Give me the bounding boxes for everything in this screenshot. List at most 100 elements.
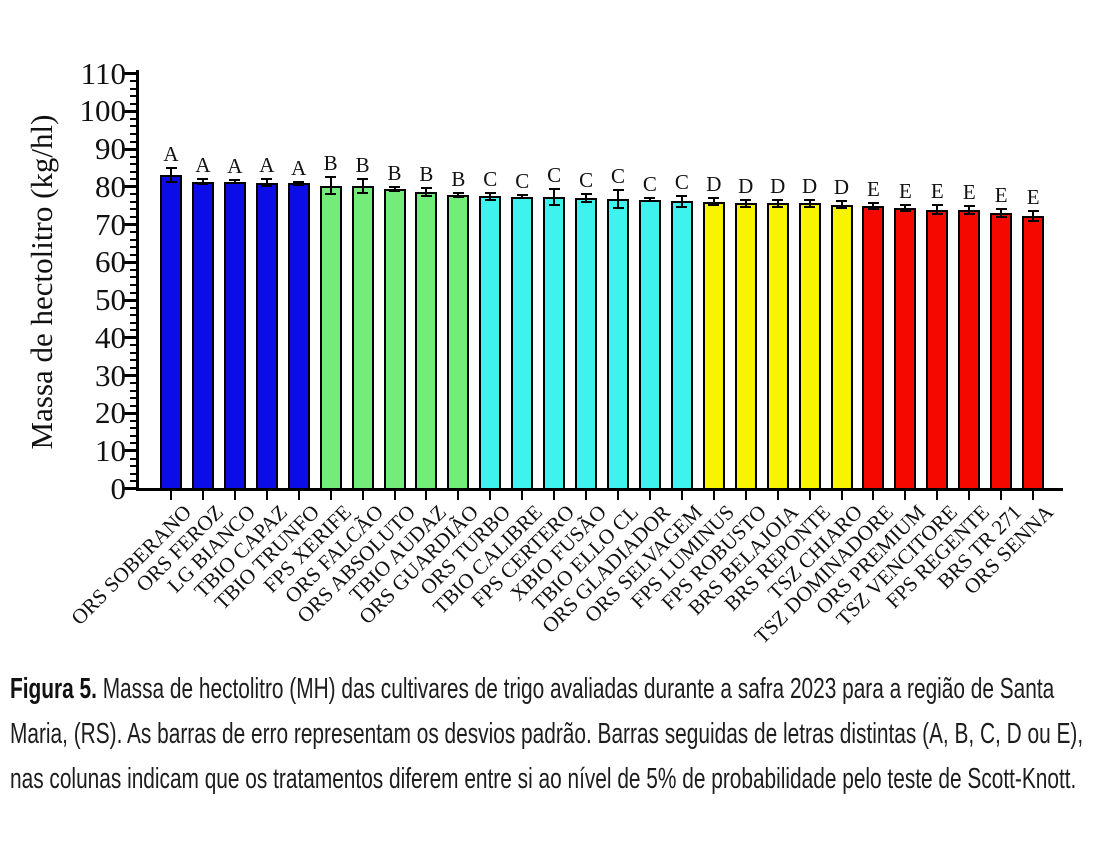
figure-caption: Figura 5. Massa de hectolitro (MH) das c… bbox=[10, 667, 1100, 802]
y-axis-tick-label: 90 bbox=[95, 131, 126, 167]
error-bar-line bbox=[297, 181, 300, 185]
error-bar-cap-top bbox=[261, 177, 273, 180]
error-bar-cap-top bbox=[484, 191, 496, 194]
scott-knott-letter: D bbox=[770, 173, 786, 198]
error-bar-cap-bottom bbox=[484, 199, 496, 202]
error-bar-line bbox=[585, 193, 588, 202]
bar bbox=[223, 181, 246, 490]
error-bar-cap-top bbox=[708, 196, 720, 199]
error-bar-cap-top bbox=[452, 191, 464, 194]
y-axis-minor-tick bbox=[130, 238, 137, 241]
y-axis-major-tick bbox=[124, 260, 137, 264]
error-bar-line bbox=[425, 188, 428, 196]
error-bar-line bbox=[840, 200, 843, 209]
bar-chart: Massa de hectolitro (kg/hl) 0 10 20 30 40 50 6… bbox=[24, 56, 1063, 649]
scott-knott-letter: C bbox=[611, 164, 626, 189]
y-axis-minor-tick bbox=[130, 321, 137, 324]
y-axis-minor-tick bbox=[130, 125, 137, 128]
scott-knott-letter: A bbox=[291, 155, 307, 180]
scott-knott-letter: E bbox=[994, 183, 1008, 208]
error-bar-line bbox=[808, 199, 811, 208]
error-bar-line bbox=[936, 205, 939, 215]
error-bar-cap-bottom bbox=[420, 194, 432, 197]
y-axis-minor-tick bbox=[130, 359, 137, 362]
error-bar-line bbox=[1032, 211, 1035, 221]
x-axis-tick bbox=[1032, 491, 1035, 500]
bar bbox=[607, 198, 630, 490]
error-bar-cap-top bbox=[1027, 210, 1039, 212]
bar bbox=[287, 183, 310, 490]
y-axis-major-tick bbox=[124, 72, 137, 76]
error-bar-cap-bottom bbox=[293, 183, 305, 186]
y-axis-major-tick bbox=[124, 336, 137, 340]
bar bbox=[575, 197, 598, 490]
bar bbox=[926, 209, 949, 490]
y-axis-minor-tick bbox=[130, 140, 137, 143]
bar bbox=[670, 201, 693, 490]
y-axis-minor-tick bbox=[130, 170, 137, 173]
error-bar-cap-top bbox=[740, 198, 752, 201]
error-bar-cap-top bbox=[899, 204, 911, 207]
scott-knott-letter: B bbox=[387, 161, 402, 186]
y-axis-line bbox=[136, 70, 139, 491]
x-axis-tick bbox=[329, 491, 332, 500]
error-bar-cap-bottom bbox=[325, 193, 337, 196]
error-bar-cap-bottom bbox=[261, 185, 273, 188]
bar bbox=[638, 199, 661, 490]
x-axis-tick bbox=[680, 491, 683, 500]
x-axis-tick bbox=[265, 491, 268, 500]
y-axis-minor-tick bbox=[130, 87, 137, 90]
error-bar-line bbox=[265, 178, 268, 187]
bar bbox=[990, 213, 1013, 490]
x-axis-tick bbox=[872, 491, 875, 500]
error-bar-cap-top bbox=[389, 186, 400, 189]
error-bar-line bbox=[329, 177, 332, 195]
x-axis-tick bbox=[585, 491, 588, 500]
scott-knott-letter: E bbox=[867, 177, 880, 202]
error-bar-cap-top bbox=[357, 178, 369, 181]
x-axis-tick bbox=[425, 491, 428, 500]
error-bar-cap-bottom bbox=[197, 182, 209, 185]
error-bar-line bbox=[201, 179, 204, 184]
scott-knott-letter: E bbox=[930, 179, 944, 204]
y-axis-major-tick bbox=[124, 487, 137, 491]
y-axis-major-tick bbox=[124, 374, 137, 377]
error-bar-line bbox=[489, 192, 492, 201]
bar bbox=[479, 196, 502, 490]
y-axis-tick-label: 0 bbox=[110, 470, 127, 506]
error-bar-cap-top bbox=[644, 197, 656, 200]
scott-knott-letter: D bbox=[833, 174, 850, 199]
error-bar-cap-top bbox=[516, 194, 528, 197]
y-axis-minor-tick bbox=[130, 200, 137, 203]
error-bar-cap-bottom bbox=[516, 197, 528, 200]
bar bbox=[383, 189, 406, 490]
error-bar-line bbox=[680, 195, 683, 207]
error-bar-cap-bottom bbox=[389, 190, 400, 192]
y-axis-minor-tick bbox=[130, 208, 137, 211]
y-axis-major-tick bbox=[124, 449, 137, 453]
scott-knott-letter: A bbox=[195, 153, 211, 178]
scott-knott-letter: B bbox=[323, 151, 338, 176]
y-axis-minor-tick bbox=[130, 397, 137, 400]
bar bbox=[415, 192, 438, 490]
scott-knott-letter: C bbox=[547, 162, 562, 187]
y-axis-minor-tick bbox=[130, 382, 137, 385]
y-axis-minor-tick bbox=[130, 434, 137, 437]
error-bar-line bbox=[393, 187, 396, 191]
bar bbox=[894, 207, 917, 490]
bar bbox=[191, 181, 214, 490]
bar bbox=[543, 197, 566, 490]
y-axis-minor-tick bbox=[130, 80, 137, 83]
bar bbox=[319, 185, 342, 490]
x-axis-tick bbox=[489, 491, 492, 500]
y-axis-minor-tick bbox=[130, 163, 137, 166]
y-axis-minor-tick bbox=[130, 306, 137, 309]
y-axis-minor-tick bbox=[130, 465, 137, 468]
error-bar-cap-bottom bbox=[899, 209, 911, 212]
error-bar-cap-bottom bbox=[708, 204, 720, 207]
x-axis-tick bbox=[297, 491, 300, 500]
error-bar-line bbox=[553, 188, 556, 206]
error-bar-cap-top bbox=[229, 179, 241, 182]
y-axis-minor-tick bbox=[130, 268, 137, 271]
